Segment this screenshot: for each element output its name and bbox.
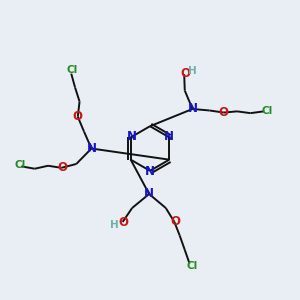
Text: N: N <box>145 165 155 178</box>
Text: N: N <box>127 130 137 143</box>
Text: O: O <box>73 110 83 123</box>
Text: O: O <box>57 161 67 174</box>
Text: O: O <box>219 106 229 119</box>
Text: Cl: Cl <box>261 106 272 116</box>
Text: N: N <box>188 103 197 116</box>
Text: N: N <box>144 188 154 200</box>
Text: N: N <box>86 142 96 155</box>
Text: Cl: Cl <box>67 65 78 75</box>
Text: H: H <box>188 66 197 76</box>
Text: O: O <box>118 216 128 229</box>
Text: O: O <box>170 215 180 228</box>
Text: N: N <box>164 130 174 143</box>
Text: H: H <box>110 220 119 230</box>
Text: Cl: Cl <box>14 160 26 170</box>
Text: O: O <box>180 67 190 80</box>
Text: Cl: Cl <box>186 261 197 271</box>
